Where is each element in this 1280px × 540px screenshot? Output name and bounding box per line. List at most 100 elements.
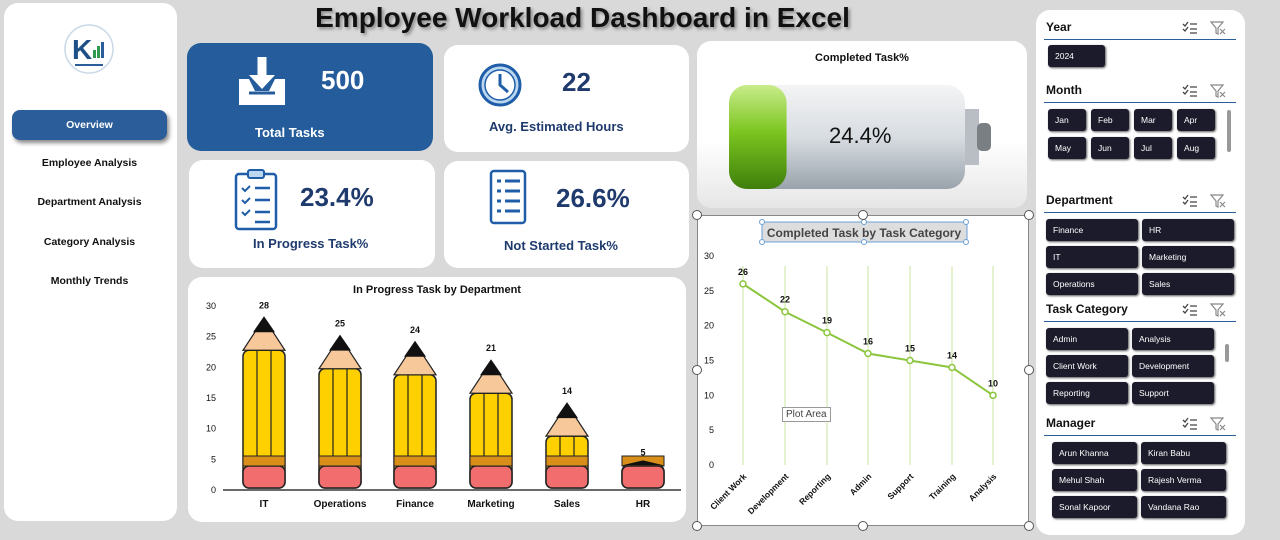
- data-label: 24: [410, 325, 420, 335]
- in-progress-dept-chart: In Progress Task by Department 0 5 10 15 20 25…: [188, 277, 686, 522]
- pencil-band: [318, 455, 362, 467]
- chart-resize-handle[interactable]: [692, 365, 702, 375]
- manager-option-kiran-babu[interactable]: Kiran Babu: [1141, 442, 1226, 464]
- department-slicer-divider: [1044, 212, 1236, 213]
- manager-option-sonal-kapoor[interactable]: Sonal Kapoor: [1052, 496, 1137, 518]
- data-point: [864, 349, 872, 358]
- x-tick-label: Analysis: [967, 471, 999, 503]
- task_category-option-client-work[interactable]: Client Work: [1046, 355, 1128, 377]
- y-tick-label: 15: [206, 393, 216, 403]
- y-tick-label: 25: [206, 332, 216, 342]
- task_category-multiselect-icon[interactable]: [1182, 303, 1198, 317]
- in-progress-value: 23.4%: [300, 182, 374, 212]
- completed-category-chart[interactable]: Completed Task by Task Category 0 5 10 15 20 2…: [697, 215, 1029, 526]
- battery-fill: [729, 85, 787, 189]
- title-handle: [861, 219, 867, 225]
- x-tick-label: Sales: [554, 499, 581, 510]
- y-tick-label: 20: [704, 321, 714, 331]
- title-handle: [861, 239, 867, 245]
- month-option-mar[interactable]: Mar: [1134, 109, 1172, 131]
- month-option-jul[interactable]: Jul: [1134, 137, 1172, 159]
- completed-gauge-card: Completed Task% 24.4%: [697, 41, 1027, 208]
- department-option-marketing[interactable]: Marketing: [1142, 246, 1234, 268]
- pencil-chart-svg: In Progress Task by Department 0 5 10 15 20 25…: [206, 284, 681, 510]
- department-option-hr[interactable]: HR: [1142, 219, 1234, 241]
- task_category-option-analysis[interactable]: Analysis: [1132, 328, 1214, 350]
- nav-category-analysis[interactable]: Category Analysis: [43, 236, 136, 248]
- task_category-option-reporting[interactable]: Reporting: [1046, 382, 1128, 404]
- clock-icon: [478, 63, 522, 107]
- pencil-wood: [544, 403, 590, 437]
- avg-hours-label: Avg. Estimated Hours: [489, 119, 624, 134]
- chart-resize-handle[interactable]: [858, 210, 868, 220]
- completed-gauge-value: 24.4%: [829, 123, 892, 148]
- month-clear-filter-icon[interactable]: [1209, 84, 1226, 98]
- data-label: 15: [905, 344, 915, 354]
- task_category-option-admin[interactable]: Admin: [1046, 328, 1128, 350]
- total-tasks-label: Total Tasks: [255, 125, 325, 140]
- department-multiselect-icon[interactable]: [1182, 194, 1198, 208]
- pencil-wood: [317, 335, 363, 370]
- month-option-feb[interactable]: Feb: [1091, 109, 1129, 131]
- nav-department-analysis[interactable]: Department Analysis: [37, 196, 142, 208]
- manager-option-rajesh-verma[interactable]: Rajesh Verma: [1141, 469, 1226, 491]
- manager-option-mehul-shah[interactable]: Mehul Shah: [1052, 469, 1137, 491]
- year-option-2024[interactable]: 2024: [1048, 45, 1105, 67]
- data-label: 26: [738, 267, 748, 277]
- department-option-finance[interactable]: Finance: [1046, 219, 1138, 241]
- download-tray-icon: [239, 57, 285, 105]
- data-label: 5: [640, 447, 645, 457]
- pencil-lead: [329, 334, 351, 351]
- task_category-option-support[interactable]: Support: [1132, 382, 1214, 404]
- nav-employee-analysis[interactable]: Employee Analysis: [41, 157, 138, 169]
- kpi-avg-hours: 22 Avg. Estimated Hours: [444, 45, 689, 152]
- pencil-eraser: [469, 465, 513, 489]
- month-option-jun[interactable]: Jun: [1091, 137, 1129, 159]
- chart-resize-handle[interactable]: [1024, 210, 1034, 220]
- nav-overview[interactable]: Overview: [12, 110, 167, 140]
- pencil-bar-marketing: [468, 359, 514, 489]
- task_category-option-development[interactable]: Development: [1132, 355, 1214, 377]
- manager-multiselect-icon[interactable]: [1182, 417, 1198, 431]
- chart-resize-handle[interactable]: [692, 521, 702, 531]
- nav-monthly-trends[interactable]: Monthly Trends: [50, 275, 129, 287]
- manager-clear-filter-icon[interactable]: [1209, 417, 1226, 431]
- y-tick-label: 5: [211, 454, 216, 464]
- pencil-lead: [622, 460, 664, 466]
- department-option-it[interactable]: IT: [1046, 246, 1138, 268]
- x-tick-label: Finance: [396, 499, 434, 510]
- chart-resize-handle[interactable]: [858, 521, 868, 531]
- y-tick-label: 20: [206, 362, 216, 372]
- department-clear-filter-icon[interactable]: [1209, 194, 1226, 208]
- pencil-lead: [404, 340, 426, 357]
- kpi-not-started: 26.6% Not Started Task%: [444, 161, 689, 268]
- not-started-value: 26.6%: [556, 183, 630, 213]
- month-multiselect-icon[interactable]: [1182, 84, 1198, 98]
- month-option-jan[interactable]: Jan: [1048, 109, 1086, 131]
- month-option-apr[interactable]: Apr: [1177, 109, 1215, 131]
- year-clear-filter-icon[interactable]: [1209, 21, 1226, 35]
- department-option-sales[interactable]: Sales: [1142, 273, 1234, 295]
- x-tick-label: Development: [746, 471, 791, 516]
- chart-resize-handle[interactable]: [1024, 521, 1034, 531]
- month-option-may[interactable]: May: [1048, 137, 1086, 159]
- data-point: [906, 356, 914, 365]
- pencil-band: [393, 455, 437, 467]
- year-multiselect-icon[interactable]: [1182, 21, 1198, 35]
- manager-option-vandana-rao[interactable]: Vandana Rao: [1141, 496, 1226, 518]
- x-tick-label: Operations: [314, 499, 367, 510]
- manager-slicer-header: Manager: [1046, 416, 1096, 430]
- task_category-scrollbar[interactable]: [1225, 344, 1229, 362]
- chart-resize-handle[interactable]: [1024, 365, 1034, 375]
- department-option-operations[interactable]: Operations: [1046, 273, 1138, 295]
- kpi-in-progress: 23.4% In Progress Task%: [189, 160, 435, 268]
- pencil-bar-sales: [544, 402, 590, 489]
- y-tick-label: 15: [704, 356, 714, 366]
- month-option-aug[interactable]: Aug: [1177, 137, 1215, 159]
- pencil-eraser: [242, 465, 286, 489]
- task_category-clear-filter-icon[interactable]: [1209, 303, 1226, 317]
- chart-resize-handle[interactable]: [692, 210, 702, 220]
- x-tick-label: HR: [636, 499, 651, 510]
- manager-option-arun-khanna[interactable]: Arun Khanna: [1052, 442, 1137, 464]
- month-scrollbar[interactable]: [1227, 110, 1231, 152]
